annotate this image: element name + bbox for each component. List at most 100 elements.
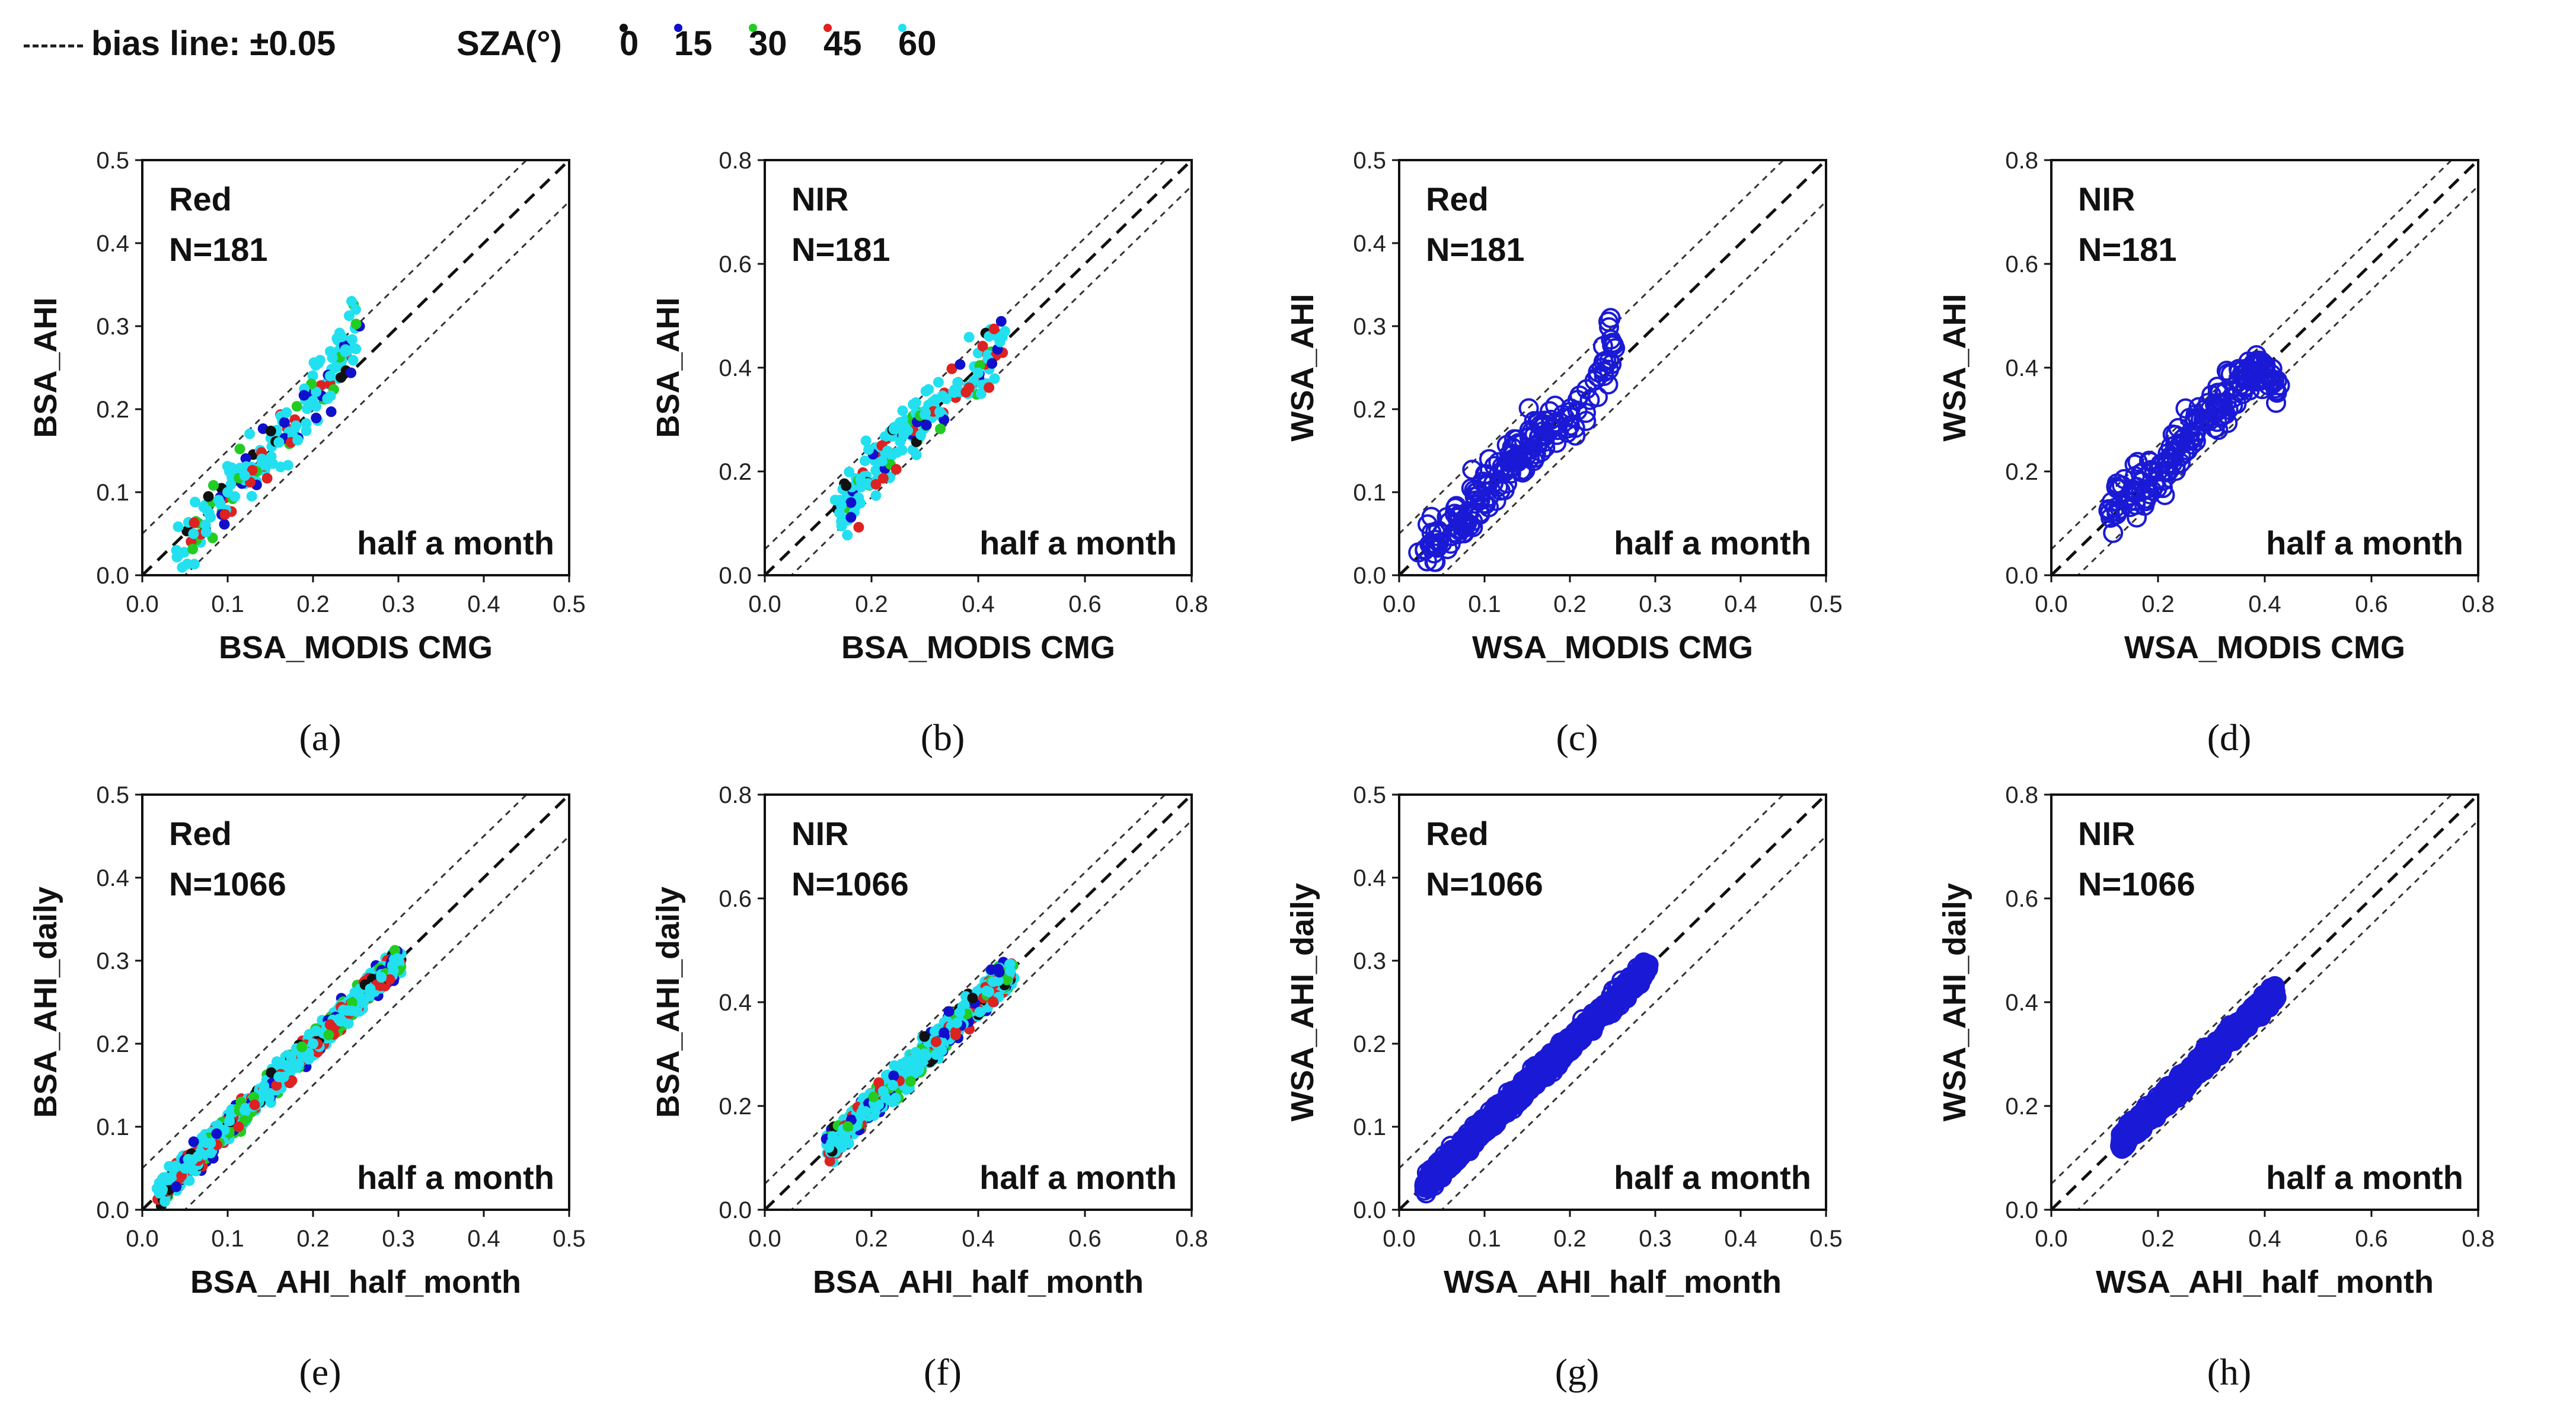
data-point <box>244 428 256 439</box>
data-point <box>173 521 184 533</box>
x-tick-label: 0.0 <box>1383 591 1416 617</box>
x-tick-label: 0.3 <box>1639 1226 1672 1252</box>
y-axis-label: WSA_AHI_daily <box>1285 883 1320 1121</box>
data-point <box>860 435 872 447</box>
data-point <box>298 390 309 401</box>
data-point <box>365 983 376 994</box>
x-tick-label: 0.2 <box>1553 591 1587 617</box>
y-tick-label: 0.1 <box>1353 480 1386 506</box>
data-point <box>888 1080 898 1091</box>
data-point <box>877 1086 889 1097</box>
data-point <box>205 1138 216 1149</box>
data-point <box>324 371 336 381</box>
y-tick-label: 0.3 <box>1353 314 1386 340</box>
sample-count-label: N=1066 <box>1426 865 1543 903</box>
data-point <box>1543 1050 1563 1070</box>
data-point <box>350 304 361 315</box>
data-point <box>988 996 999 1008</box>
data-point <box>974 1006 985 1018</box>
bias-line-lower <box>2076 820 2478 1210</box>
sza-legend-item-45: 45 <box>823 24 862 63</box>
data-point <box>296 1050 308 1061</box>
data-point <box>941 393 952 404</box>
data-point <box>293 1058 304 1069</box>
y-tick-label: 0.0 <box>719 1197 752 1223</box>
data-point <box>967 993 978 1004</box>
data-point <box>955 1007 966 1018</box>
chart-panel-f: 0.0 0.2 0.4 0.6 0.80.00.20.40.60.8BSA_AHI_ha… <box>650 782 1208 1393</box>
data-point <box>189 517 200 528</box>
data-point <box>868 1091 879 1102</box>
period-note: half a month <box>1614 524 1811 562</box>
x-tick-label: 0.6 <box>1068 1226 1102 1252</box>
y-tick-label: 0.1 <box>96 480 129 506</box>
scatter-points <box>2110 976 2287 1159</box>
data-point <box>987 358 998 369</box>
data-point <box>1593 352 1614 372</box>
data-point <box>873 1077 885 1088</box>
x-tick-label: 0.4 <box>2248 591 2281 617</box>
data-point <box>1545 396 1566 416</box>
data-point <box>282 460 293 471</box>
data-point <box>2179 431 2200 451</box>
data-point <box>896 444 908 455</box>
data-point <box>265 425 276 436</box>
scatter-points <box>1414 952 1659 1204</box>
chart-panel-d: 0.0 0.2 0.4 0.6 0.80.00.20.40.60.8WSA_MODIS … <box>1937 148 2495 758</box>
sample-count-label: N=181 <box>1426 231 1525 268</box>
data-point <box>1534 416 1554 436</box>
data-point <box>853 522 864 533</box>
data-point <box>1517 441 1537 461</box>
data-point <box>352 1006 363 1017</box>
sza-legend-item-15: 15 <box>674 24 713 63</box>
x-axis-label: WSA_MODIS CMG <box>2124 630 2405 665</box>
panel-caption: (d) <box>2207 716 2252 758</box>
data-point <box>856 1111 866 1122</box>
band-label: Red <box>169 180 232 218</box>
sza-legend-item-0: 0 <box>620 24 639 63</box>
data-point <box>291 401 302 412</box>
data-point <box>1515 460 1536 481</box>
x-tick-label: 0.0 <box>1383 1226 1416 1252</box>
period-note: half a month <box>979 1159 1177 1196</box>
y-tick-label: 0.8 <box>719 782 752 808</box>
data-point <box>336 372 347 383</box>
bias-line-upper <box>1399 795 1785 1169</box>
data-point <box>984 986 994 997</box>
data-point <box>271 1080 282 1091</box>
data-point <box>323 1029 334 1041</box>
panel-caption: (a) <box>299 716 341 758</box>
data-point <box>208 480 219 491</box>
data-point <box>1440 1150 1461 1170</box>
data-point <box>1415 540 1435 560</box>
data-point <box>1496 1099 1517 1120</box>
y-tick-label: 0.4 <box>2005 355 2038 381</box>
data-point <box>856 482 866 493</box>
data-point <box>845 497 857 508</box>
panel-caption: (c) <box>1556 716 1598 758</box>
y-tick-label: 0.0 <box>96 1197 129 1223</box>
data-point <box>222 487 233 498</box>
data-point <box>842 1121 854 1132</box>
y-tick-label: 0.5 <box>1353 782 1386 808</box>
data-point <box>335 1016 346 1027</box>
data-point <box>376 972 387 983</box>
data-point <box>2266 393 2287 413</box>
data-point <box>1603 333 1623 353</box>
data-point <box>920 409 930 420</box>
data-point <box>952 377 963 388</box>
period-note: half a month <box>357 524 554 562</box>
x-tick-label: 0.4 <box>467 1226 500 1252</box>
data-point <box>952 1018 962 1028</box>
data-point <box>1473 471 1493 492</box>
y-tick-label: 0.0 <box>1353 563 1386 589</box>
data-point <box>193 1150 204 1162</box>
y-tick-label: 0.4 <box>719 355 752 381</box>
data-point <box>280 1060 292 1071</box>
data-point <box>1565 425 1586 446</box>
one-to-one-line <box>1399 160 1826 575</box>
x-tick-label: 0.6 <box>1068 591 1102 617</box>
data-point <box>346 296 357 307</box>
x-tick-label: 0.2 <box>855 591 888 617</box>
data-point <box>921 419 932 431</box>
